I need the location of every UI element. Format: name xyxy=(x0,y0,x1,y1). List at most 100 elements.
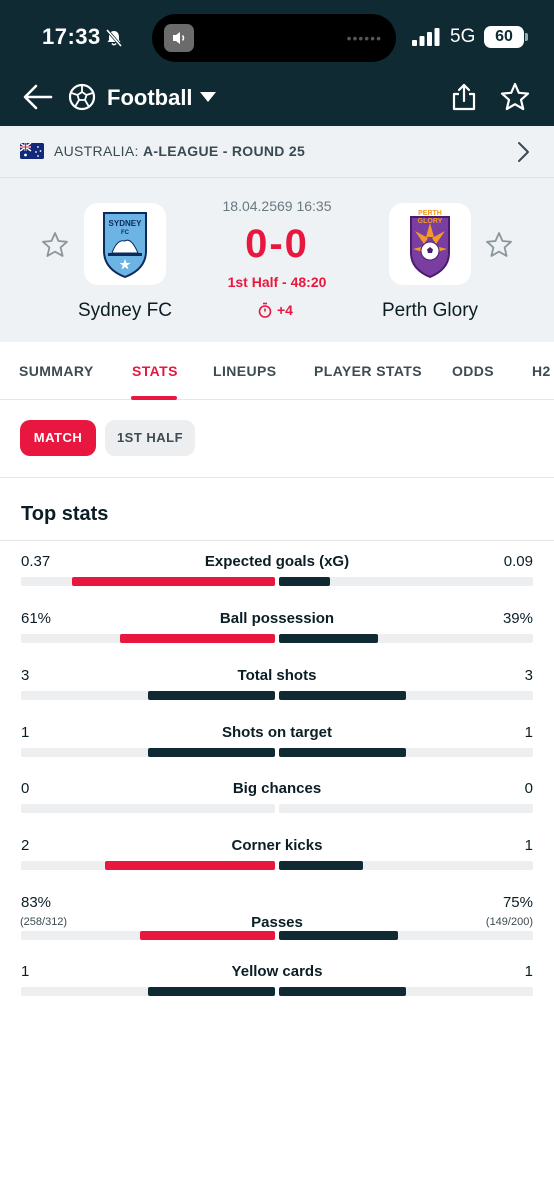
home-stat-bar-track xyxy=(21,691,275,700)
battery-tip xyxy=(525,33,528,41)
signal-icon xyxy=(412,28,440,46)
away-stat-bar xyxy=(279,931,399,940)
stat-label: Ball possession xyxy=(219,610,335,627)
tab-lineups[interactable]: LINEUPS xyxy=(213,363,277,379)
home-stat-bar xyxy=(148,748,275,757)
stat-row: 0.37 Expected goals (xG) 0.09 xyxy=(0,553,554,609)
chevron-right-icon[interactable] xyxy=(512,140,534,164)
stat-row: 1 Shots on target 1 xyxy=(0,724,554,780)
stat-home-value: 1 xyxy=(21,724,30,741)
svg-text:SYDNEY: SYDNEY xyxy=(109,219,143,228)
divider xyxy=(0,540,554,541)
australia-flag-icon xyxy=(20,143,44,159)
football-icon[interactable] xyxy=(68,83,96,111)
home-stat-bar xyxy=(104,861,275,870)
active-tab-indicator xyxy=(131,396,177,400)
home-stat-bar xyxy=(140,931,275,940)
share-icon[interactable] xyxy=(450,82,478,112)
stat-away-value: 75% xyxy=(502,894,533,911)
home-stat-bar-track xyxy=(21,861,275,870)
home-stat-bar-track xyxy=(21,931,275,940)
match-score: 0-0 xyxy=(245,222,309,266)
svg-text:FC: FC xyxy=(121,230,130,236)
away-stat-bar xyxy=(279,748,406,757)
stat-label: Expected goals (xG) xyxy=(204,553,350,570)
away-stat-bar xyxy=(279,577,330,586)
stat-row: 1 Yellow cards 1 xyxy=(0,963,554,1019)
star-icon[interactable] xyxy=(500,82,530,112)
sport-selector[interactable]: Football xyxy=(107,85,193,110)
stat-label: Corner kicks xyxy=(231,837,323,854)
match-header: SYDNEY FC Sydney FC 18.04.2569 16:35 0-0… xyxy=(0,178,554,342)
stat-away-value: 3 xyxy=(524,667,533,684)
sydney-fc-logo[interactable]: SYDNEY FC xyxy=(84,203,166,285)
battery-indicator: 60 xyxy=(484,26,524,48)
away-stat-bar xyxy=(279,987,406,996)
stat-away-value: 1 xyxy=(524,963,533,980)
stat-home-value: 3 xyxy=(21,667,30,684)
stat-home-detail: (258/312) xyxy=(20,916,68,928)
section-title: Top stats xyxy=(21,503,109,525)
match-tabs: SUMMARY STATS LINEUPS PLAYER STATS ODDS … xyxy=(0,342,554,400)
star-icon[interactable] xyxy=(484,230,514,260)
away-stat-bar-track xyxy=(279,634,533,643)
tab-stats[interactable]: STATS xyxy=(132,363,178,379)
perth-glory-logo[interactable]: PERTH GLORY xyxy=(389,203,471,285)
tab-h2h[interactable]: H2 xyxy=(532,363,551,379)
stat-label: Yellow cards xyxy=(231,963,323,980)
stat-row: 3 Total shots 3 xyxy=(0,667,554,723)
app-header: 17:33 •••••• 5G 60 Football xyxy=(0,0,554,126)
stat-away-value: 0 xyxy=(524,780,533,797)
stat-label: Total shots xyxy=(237,667,317,684)
away-stat-bar-track xyxy=(279,987,533,996)
stat-label: Passes xyxy=(251,914,303,931)
home-stat-bar xyxy=(120,634,275,643)
period-filter: MATCH 1ST HALF xyxy=(0,400,554,478)
league-row[interactable]: AUSTRALIA: A-LEAGUE - ROUND 25 xyxy=(0,126,554,178)
stat-home-value: 61% xyxy=(21,610,52,627)
svg-text:GLORY: GLORY xyxy=(418,218,443,225)
tab-player-stats[interactable]: PLAYER STATS xyxy=(314,363,423,379)
speaker-icon xyxy=(164,24,194,52)
network-label: 5G xyxy=(450,26,476,47)
stat-home-value: 1 xyxy=(21,963,30,980)
away-stat-bar xyxy=(279,634,379,643)
stat-away-value: 1 xyxy=(524,724,533,741)
home-team-name[interactable]: Sydney FC xyxy=(78,300,172,321)
away-stat-bar-track xyxy=(279,861,533,870)
chip-match[interactable]: MATCH xyxy=(20,420,96,456)
match-datetime: 18.04.2569 16:35 xyxy=(222,198,332,214)
away-stat-bar-track xyxy=(279,804,533,813)
added-time-value: +4 xyxy=(277,302,293,318)
stat-row: 83% Passes 75% (258/312) (149/200) xyxy=(0,894,554,950)
league-country: AUSTRALIA: xyxy=(54,143,139,159)
away-stat-bar-track xyxy=(279,691,533,700)
added-time: +4 xyxy=(257,302,293,318)
away-stat-bar xyxy=(279,691,406,700)
league-name: A-LEAGUE - ROUND 25 xyxy=(143,143,306,159)
away-stat-bar-track xyxy=(279,577,533,586)
dynamic-island: •••••• xyxy=(152,14,396,62)
caret-down-icon[interactable] xyxy=(200,92,216,102)
home-stat-bar xyxy=(71,577,275,586)
back-arrow-icon[interactable] xyxy=(22,82,54,112)
stat-row: 2 Corner kicks 1 xyxy=(0,837,554,893)
bell-muted-icon xyxy=(105,29,123,47)
chip-first-half[interactable]: 1ST HALF xyxy=(105,420,195,456)
star-icon[interactable] xyxy=(40,230,70,260)
home-stat-bar-track xyxy=(21,987,275,996)
stat-away-value: 1 xyxy=(524,837,533,854)
home-stat-bar-track xyxy=(21,634,275,643)
status-time: 17:33 xyxy=(42,24,101,49)
stat-home-value: 0 xyxy=(21,780,30,797)
away-team-name[interactable]: Perth Glory xyxy=(381,300,479,321)
stat-row: 61% Ball possession 39% xyxy=(0,610,554,666)
stat-home-value: 83% xyxy=(21,894,52,911)
home-stat-bar-track xyxy=(21,804,275,813)
tab-odds[interactable]: ODDS xyxy=(452,363,495,379)
match-status: 1st Half - 48:20 xyxy=(227,274,327,290)
home-stat-bar-track xyxy=(21,748,275,757)
stat-away-detail: (149/200) xyxy=(485,916,533,928)
stat-label: Big chances xyxy=(232,780,322,797)
tab-summary[interactable]: SUMMARY xyxy=(19,363,94,379)
